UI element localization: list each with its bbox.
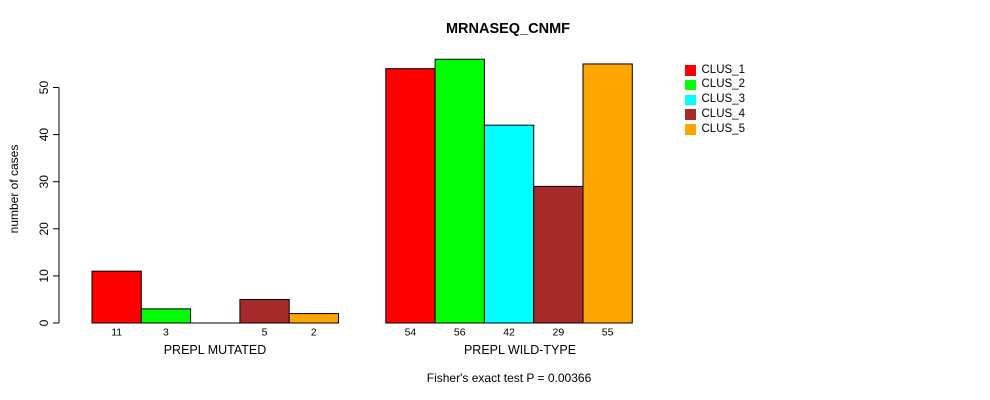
bar-clus_4: [239, 298, 290, 324]
legend-item-clus_5: CLUS_5: [685, 122, 745, 137]
bar-clus_1: [385, 68, 436, 324]
y-tick-label: 40: [37, 128, 51, 142]
bar-value-label: 3: [163, 327, 169, 339]
legend-label: CLUS_4: [701, 107, 745, 120]
legend-swatch: [685, 94, 696, 106]
bar-clus_4: [533, 185, 584, 324]
bar-clus_3: [483, 124, 535, 324]
x-group-label: PREPL MUTATED: [164, 343, 267, 357]
legend-swatch: [685, 124, 696, 135]
bar-value-label: 42: [503, 327, 515, 339]
pvalue-annotation: Fisher's exact test P = 0.00366: [426, 371, 592, 385]
bar-value-label: 2: [311, 327, 317, 339]
chart-title: MRNASEQ_CNMF: [445, 21, 571, 37]
legend-item-clus_2: CLUS_2: [685, 78, 745, 93]
legend: CLUS_1 CLUS_2 CLUS_3 CLUS_4 CLUS_5: [685, 63, 745, 137]
y-tick-label: 10: [37, 269, 51, 283]
bar-value-label: 11: [111, 327, 122, 339]
legend-item-clus_1: CLUS_1: [685, 63, 745, 78]
y-tick-label: 50: [37, 81, 51, 95]
bar-clus_1: [91, 270, 142, 324]
legend-item-clus_4: CLUS_4: [685, 107, 745, 122]
x-group-label: PREPL WILD-TYPE: [464, 343, 576, 357]
y-tick-label: 0: [37, 319, 51, 326]
legend-label: CLUS_3: [701, 93, 745, 106]
legend-label: CLUS_5: [701, 122, 745, 135]
legend-swatch: [685, 79, 696, 91]
bar-value-label: 54: [405, 327, 417, 339]
bar-clus_5: [288, 313, 340, 324]
bar-clus_5: [582, 63, 633, 324]
bar-clus_2: [140, 308, 192, 324]
bar-value-label: 29: [553, 327, 565, 339]
legend-label: CLUS_1: [701, 63, 745, 76]
legend-label: CLUS_2: [701, 78, 745, 91]
legend-swatch: [685, 65, 696, 76]
y-tick-label: 20: [37, 222, 51, 236]
legend-item-clus_3: CLUS_3: [685, 93, 745, 108]
y-tick-label: 30: [37, 175, 51, 189]
legend-swatch: [685, 109, 696, 120]
bar-value-label: 5: [262, 327, 268, 339]
bar-value-label: 56: [454, 327, 466, 339]
bar-value-label: 55: [602, 327, 614, 339]
bar-clus_2: [434, 58, 485, 324]
y-axis-label: number of cases: [7, 144, 21, 234]
